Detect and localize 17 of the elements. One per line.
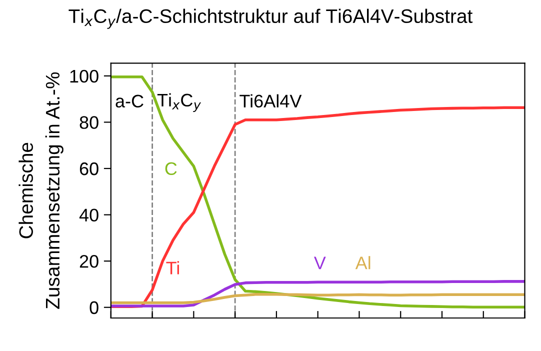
annotation: C bbox=[165, 162, 177, 176]
annotation: Ti$_{x}$C$_{y}$ bbox=[157, 93, 202, 112]
annotation: Ti bbox=[166, 261, 179, 274]
annotation: Al bbox=[355, 256, 370, 270]
y-tick-label: 80 bbox=[80, 116, 98, 129]
y-tick-label: 40 bbox=[79, 208, 98, 222]
line-series bbox=[110, 280, 525, 308]
y-axis-title: Chemische Zusammensetzung in At.-% bbox=[18, 72, 64, 309]
y-tick-label: 20 bbox=[80, 255, 98, 268]
chart-title: Ti$_{x}$C$_{y}$/a-C-Schichtstruktur auf Ti6Al4V-Substrat bbox=[68, 8, 473, 29]
y-tick-label: 60 bbox=[80, 162, 98, 176]
line-series bbox=[110, 293, 525, 304]
y-tick-label: 100 bbox=[70, 70, 98, 83]
annotation: V bbox=[314, 256, 326, 270]
y-tick-label: 0 bbox=[90, 301, 98, 314]
annotation: Ti6Al4V bbox=[240, 94, 302, 108]
annotation: a-C bbox=[116, 94, 144, 108]
